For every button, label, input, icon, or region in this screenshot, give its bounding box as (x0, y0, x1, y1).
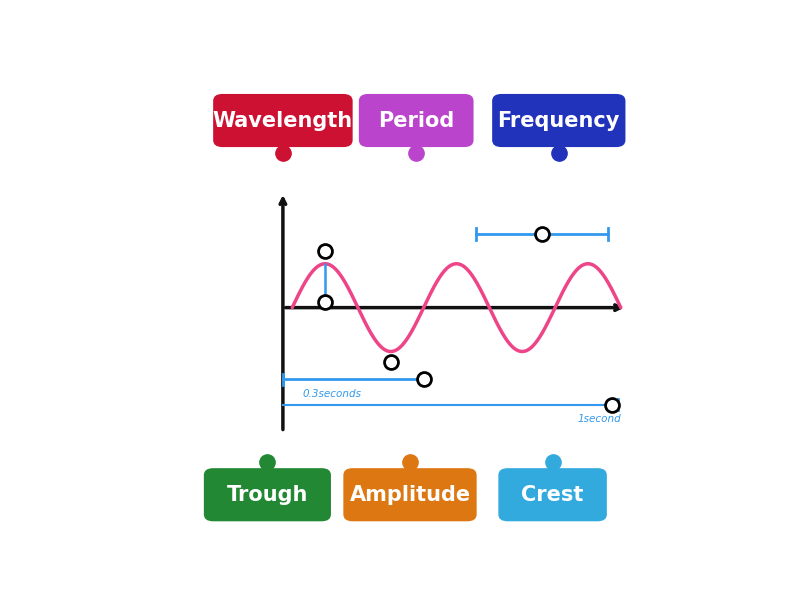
Text: Trough: Trough (226, 485, 308, 505)
FancyBboxPatch shape (343, 468, 477, 521)
Text: Frequency: Frequency (498, 110, 620, 131)
Text: 0.3seconds: 0.3seconds (302, 389, 362, 400)
FancyBboxPatch shape (213, 94, 353, 147)
Text: 1second: 1second (577, 414, 621, 424)
Text: Period: Period (378, 110, 454, 131)
FancyBboxPatch shape (498, 468, 607, 521)
Text: Crest: Crest (522, 485, 584, 505)
FancyBboxPatch shape (359, 94, 474, 147)
Text: Amplitude: Amplitude (350, 485, 470, 505)
FancyBboxPatch shape (204, 468, 331, 521)
FancyBboxPatch shape (492, 94, 626, 147)
Text: Wavelength: Wavelength (213, 110, 353, 131)
